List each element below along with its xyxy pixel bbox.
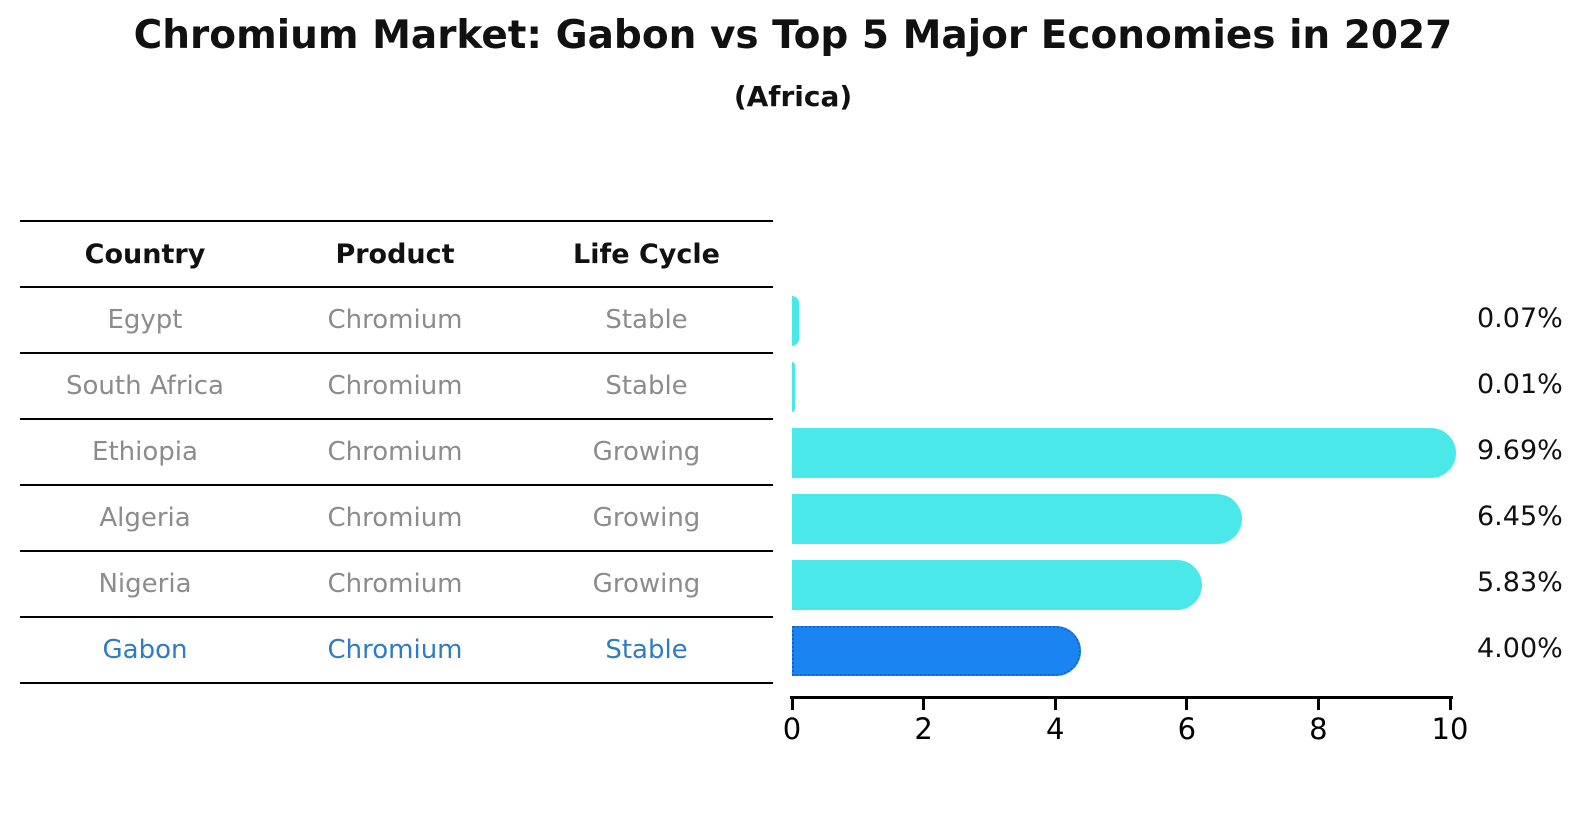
x-axis-tick: [1185, 699, 1189, 710]
cell-product: Chromium: [327, 503, 463, 533]
table-body: Egypt Chromium Stable South Africa Chromium S…: [20, 286, 773, 682]
header-cell-life-cycle: Life Cycle: [573, 238, 720, 270]
header-cell-country: Country: [84, 238, 206, 270]
table-header-row: Country Product Life Cycle: [20, 220, 773, 286]
cell-country: Nigeria: [98, 569, 192, 599]
cell-life-cycle: Stable: [605, 635, 688, 665]
table-row: Gabon Chromium Stable: [20, 616, 773, 682]
x-axis-tick-label: 8: [1309, 712, 1328, 746]
data-table: Country Product Life Cycle Egypt Chromium…: [20, 220, 773, 684]
cell-country: South Africa: [66, 371, 224, 401]
x-axis-tick: [790, 699, 794, 710]
x-axis-tick: [1448, 699, 1452, 710]
value-label: 6.45%: [1477, 501, 1563, 532]
bar-egypt: [792, 296, 799, 346]
value-label: 9.69%: [1477, 435, 1563, 466]
x-axis-tick-label: 6: [1177, 712, 1197, 746]
table-row: Egypt Chromium Stable: [20, 286, 773, 352]
cell-product: Chromium: [327, 305, 463, 335]
cell-life-cycle: Stable: [605, 371, 688, 401]
x-axis-tick: [922, 699, 926, 710]
chart-title: Chromium Market: Gabon vs Top 5 Major Ec…: [133, 13, 1453, 58]
bar-nigeria: [792, 560, 1202, 610]
table-row: South Africa Chromium Stable: [20, 352, 773, 418]
x-axis-line: [790, 696, 1453, 699]
cell-country: Egypt: [107, 305, 183, 335]
x-axis-tick: [1316, 699, 1320, 710]
x-axis-tick-label: 0: [782, 712, 802, 746]
bar-gabon: [792, 626, 1082, 676]
cell-life-cycle: Growing: [592, 437, 701, 467]
cell-life-cycle: Growing: [592, 503, 701, 533]
cell-product: Chromium: [327, 371, 463, 401]
value-label: 0.01%: [1477, 369, 1563, 400]
value-label: 0.07%: [1477, 303, 1563, 334]
bar-south-africa: [792, 362, 795, 412]
cell-product: Chromium: [327, 569, 463, 599]
cell-life-cycle: Stable: [605, 305, 688, 335]
cell-product: Chromium: [327, 635, 463, 665]
x-axis-tick: [1053, 699, 1057, 710]
table-row: Ethiopia Chromium Growing: [20, 418, 773, 484]
bar-algeria: [792, 494, 1243, 544]
cell-country: Ethiopia: [92, 437, 198, 467]
table-row: Algeria Chromium Growing: [20, 484, 773, 550]
chart-subtitle: (Africa): [733, 80, 853, 113]
value-label: 4.00%: [1477, 633, 1563, 664]
x-axis-tick-label: 4: [1045, 712, 1065, 746]
cell-product: Chromium: [327, 437, 463, 467]
header-cell-product: Product: [335, 238, 455, 270]
value-label: 5.83%: [1477, 567, 1563, 598]
x-axis-tick-label: 10: [1431, 712, 1469, 746]
cell-life-cycle: Growing: [592, 569, 701, 599]
x-axis-tick-label: 2: [914, 712, 933, 746]
bar-ethiopia: [792, 428, 1456, 478]
cell-country: Algeria: [99, 503, 191, 533]
cell-country: Gabon: [102, 635, 188, 665]
table-row: Nigeria Chromium Growing: [20, 550, 773, 616]
